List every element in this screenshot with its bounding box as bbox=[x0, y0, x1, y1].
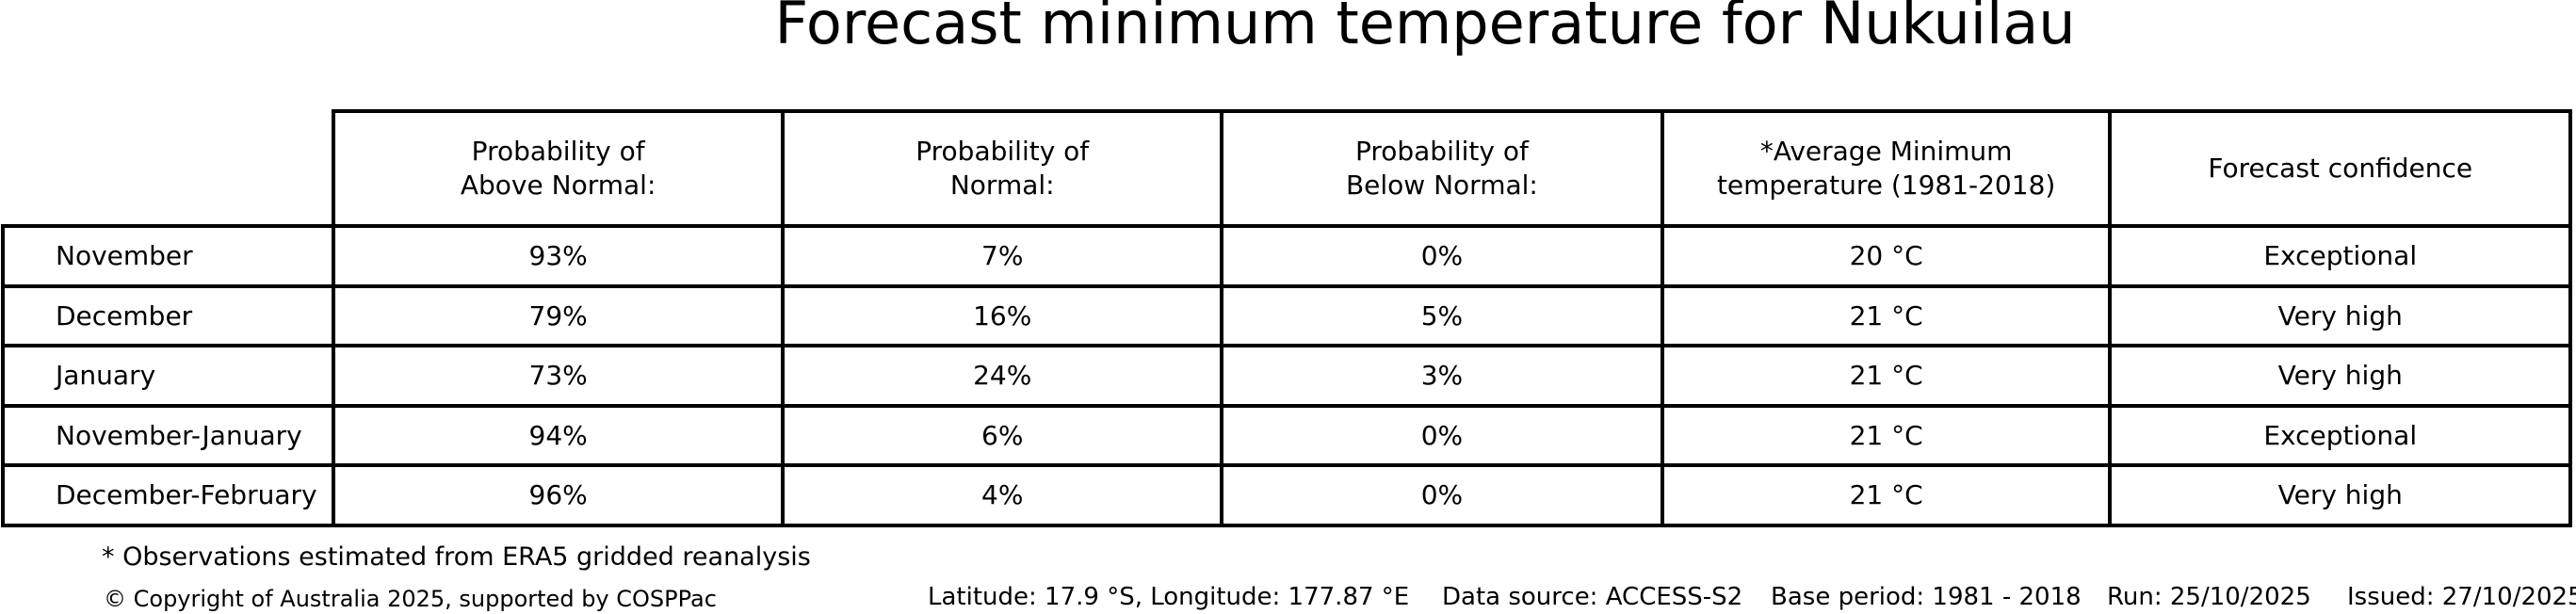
row-label: December-February bbox=[1, 463, 335, 527]
header-average-minimum-temperature: *Average Minimum temperature (1981-2018) bbox=[1660, 109, 2113, 228]
table-cell-confidence: Very high bbox=[2108, 283, 2572, 347]
table-cell-below: 0% bbox=[1220, 224, 1664, 288]
table-cell-normal: 6% bbox=[781, 403, 1224, 467]
table-cell-normal: 4% bbox=[781, 463, 1224, 527]
latitude-longitude-text: Latitude: 17.9 °S, Longitude: 177.87 °E bbox=[928, 583, 1410, 611]
era5-footnote: * Observations estimated from ERA5 gridd… bbox=[102, 542, 811, 572]
header-probability-above-normal: Probability of Above Normal: bbox=[331, 109, 786, 228]
table-cell-above: 94% bbox=[331, 403, 786, 467]
header-forecast-confidence: Forecast confidence bbox=[2108, 109, 2572, 228]
row-label: January bbox=[1, 344, 335, 408]
table-cell-above: 96% bbox=[331, 463, 786, 527]
table-row-november: November 93% 7% 0% 20 °C Exceptional bbox=[1, 224, 2572, 288]
base-period-text: Base period: 1981 - 2018 bbox=[1771, 583, 2082, 611]
data-source-text: Data source: ACCESS-S2 bbox=[1442, 583, 1743, 611]
table-cell-below: 0% bbox=[1220, 403, 1664, 467]
table-cell-confidence: Very high bbox=[2108, 463, 2572, 527]
issued-date-text: Issued: 27/10/2025 bbox=[2347, 583, 2576, 611]
header-probability-below-normal: Probability of Below Normal: bbox=[1220, 109, 1664, 228]
table-cell-normal: 7% bbox=[781, 224, 1224, 288]
table-cell-avg-min: 21 °C bbox=[1660, 344, 2113, 408]
table-cell-below: 5% bbox=[1220, 283, 1664, 347]
table-cell-avg-min: 21 °C bbox=[1660, 463, 2113, 527]
table-row-november-january: November-January 94% 6% 0% 21 °C Excepti… bbox=[1, 403, 2572, 467]
row-label: November-January bbox=[1, 403, 335, 467]
table-cell-above: 79% bbox=[331, 283, 786, 347]
table-cell-confidence: Very high bbox=[2108, 344, 2572, 408]
page-title: Forecast minimum temperature for Nukuila… bbox=[774, 0, 2076, 57]
corner-blank-cell bbox=[3, 111, 333, 226]
copyright-text: © Copyright of Australia 2025, supported… bbox=[104, 586, 717, 612]
table-cell-confidence: Exceptional bbox=[2108, 403, 2572, 467]
table-cell-confidence: Exceptional bbox=[2108, 224, 2572, 288]
header-probability-normal: Probability of Normal: bbox=[781, 109, 1224, 228]
table-cell-avg-min: 21 °C bbox=[1660, 403, 2113, 467]
table-cell-avg-min: 21 °C bbox=[1660, 283, 2113, 347]
table-cell-normal: 24% bbox=[781, 344, 1224, 408]
table-cell-above: 73% bbox=[331, 344, 786, 408]
table-cell-normal: 16% bbox=[781, 283, 1224, 347]
run-date-text: Run: 25/10/2025 bbox=[2107, 583, 2311, 611]
table-row-december: December 79% 16% 5% 21 °C Very high bbox=[1, 283, 2572, 347]
table-header-row: Probability of Above Normal: Probability… bbox=[3, 109, 2572, 228]
table-cell-below: 3% bbox=[1220, 344, 1664, 408]
table-row-january: January 73% 24% 3% 21 °C Very high bbox=[1, 344, 2572, 408]
table-cell-avg-min: 20 °C bbox=[1660, 224, 2113, 288]
forecast-table: Probability of Above Normal: Probability… bbox=[1, 109, 2572, 527]
table-row-december-february: December-February 96% 4% 0% 21 °C Very h… bbox=[1, 463, 2572, 527]
table-cell-below: 0% bbox=[1220, 463, 1664, 527]
row-label: December bbox=[1, 283, 335, 347]
table-cell-above: 93% bbox=[331, 224, 786, 288]
row-label: November bbox=[1, 224, 335, 288]
